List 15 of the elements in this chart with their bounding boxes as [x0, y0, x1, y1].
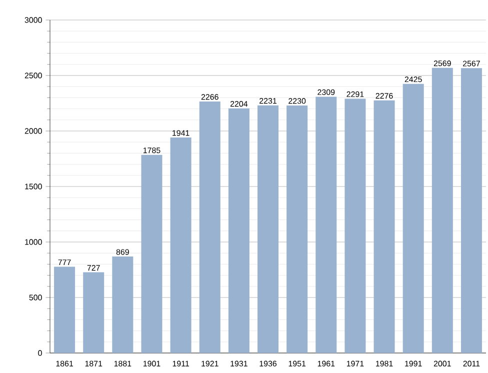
bar	[374, 100, 395, 353]
bar	[258, 105, 279, 353]
bar	[83, 272, 104, 353]
bar	[286, 105, 308, 353]
bar	[170, 138, 192, 353]
bar	[460, 68, 482, 353]
bar	[228, 108, 250, 353]
bar	[432, 68, 453, 353]
bar	[141, 154, 162, 353]
bar	[112, 256, 134, 353]
bar	[402, 84, 424, 353]
bar	[199, 101, 220, 353]
bar	[54, 266, 76, 353]
bar	[316, 96, 337, 353]
bar	[344, 98, 366, 353]
